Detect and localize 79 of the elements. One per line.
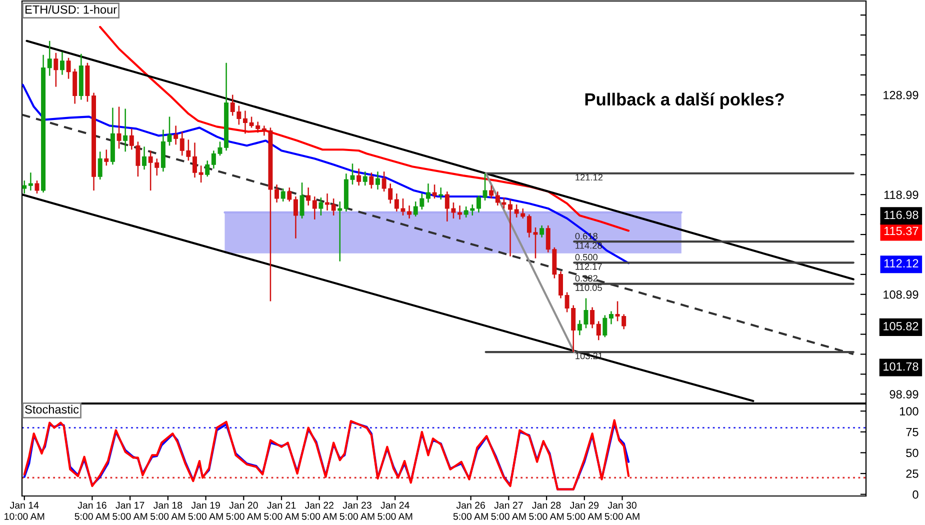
candlestick [331, 198, 336, 216]
y-tick-label: 98.99 [890, 390, 918, 399]
candlestick [318, 196, 324, 216]
candlestick [362, 170, 368, 186]
y-tick-label: 0 [912, 490, 918, 499]
annotation: Pullback a další pokles? [585, 92, 784, 109]
candlestick [540, 224, 544, 238]
candlestick [312, 196, 317, 220]
candlestick [376, 170, 380, 190]
y-tick-label: 105.82 [884, 322, 918, 330]
y-tick-label: 25 [906, 470, 918, 478]
candlestick [34, 180, 40, 194]
x-tick-label: Jan 27 5:00 AM [491, 502, 526, 520]
x-tick-label: Jan 21 5:00 AM [264, 502, 299, 520]
candlestick [356, 168, 362, 186]
y-tick-label: 101.78 [884, 362, 918, 371]
candlestick [287, 186, 292, 202]
candlestick [602, 314, 608, 338]
candlestick [596, 320, 601, 341]
candlestick [198, 164, 204, 184]
candlestick [458, 204, 462, 220]
candlestick [300, 182, 304, 220]
y-tick-label: 116.98 [884, 210, 918, 220]
candlestick [558, 270, 563, 299]
y-tick-label: 112.12 [884, 259, 918, 268]
candlestick [123, 108, 128, 152]
candlestick [426, 182, 430, 204]
candlestick [22, 180, 27, 194]
chart-title: Stochastic [25, 404, 79, 414]
y-tick-label: 128.99 [884, 90, 918, 100]
candlestick [54, 52, 58, 88]
x-tick-label: Jan 30 5:00 AM [604, 502, 640, 520]
x-tick-label: Jan 26 5:00 AM [453, 502, 488, 520]
candlestick [98, 151, 102, 180]
candlestick [28, 172, 33, 192]
candlestick [338, 200, 342, 262]
candlestick [369, 172, 374, 190]
y-tick-label: 100 [900, 407, 918, 416]
y-tick-label: 115.37 [884, 226, 918, 236]
y-tick-label: 108.99 [884, 290, 918, 299]
x-tick-label: Jan 16 5:00 AM [74, 502, 110, 520]
candlestick [438, 186, 444, 200]
annotation: 110.05 [576, 284, 602, 291]
candlestick [432, 184, 437, 200]
candlestick [205, 160, 210, 178]
candlestick [608, 310, 614, 325]
x-tick-label: Jan 17 5:00 AM [112, 502, 148, 520]
x-tick-label: Jan 19 5:00 AM [188, 502, 223, 520]
candlestick [116, 106, 122, 150]
x-tick-label: Jan 23 5:00 AM [340, 502, 374, 520]
y-tick-label: 75 [906, 428, 918, 436]
candlestick [242, 110, 248, 134]
x-tick-label: Jan 14 10:00 AM [4, 502, 44, 520]
candlestick [274, 184, 280, 204]
annotation: 121.12 [576, 174, 603, 180]
candlestick [192, 142, 197, 178]
annotation: 112.17 [576, 263, 602, 270]
chart-title: ETH/USD: 1-hour [26, 5, 117, 14]
candlestick [174, 125, 178, 146]
candlestick [590, 306, 595, 329]
candlestick [293, 196, 298, 240]
candlestick [47, 40, 52, 76]
x-tick-label: Jan 24 5:00 AM [378, 502, 412, 520]
candlestick [60, 51, 64, 76]
candlestick [306, 186, 311, 206]
x-tick-label: Jan 20 5:00 AM [226, 502, 261, 520]
candlestick [104, 149, 109, 166]
candlestick [280, 188, 286, 202]
x-tick-label: Jan 28 5:00 AM [529, 502, 564, 520]
candlestick [489, 184, 494, 200]
candlestick [142, 146, 146, 170]
y-tick-label: 118.99 [884, 190, 918, 200]
candlestick [508, 198, 512, 257]
annotation: 0.500 [575, 254, 598, 260]
x-tick-label: Jan 29 5:00 AM [566, 502, 602, 520]
candlestick [325, 192, 330, 212]
x-tick-label: Jan 22 5:00 AM [302, 502, 336, 520]
x-tick-label: Jan 18 5:00 AM [150, 502, 185, 520]
y-tick-label: 50 [906, 448, 918, 458]
